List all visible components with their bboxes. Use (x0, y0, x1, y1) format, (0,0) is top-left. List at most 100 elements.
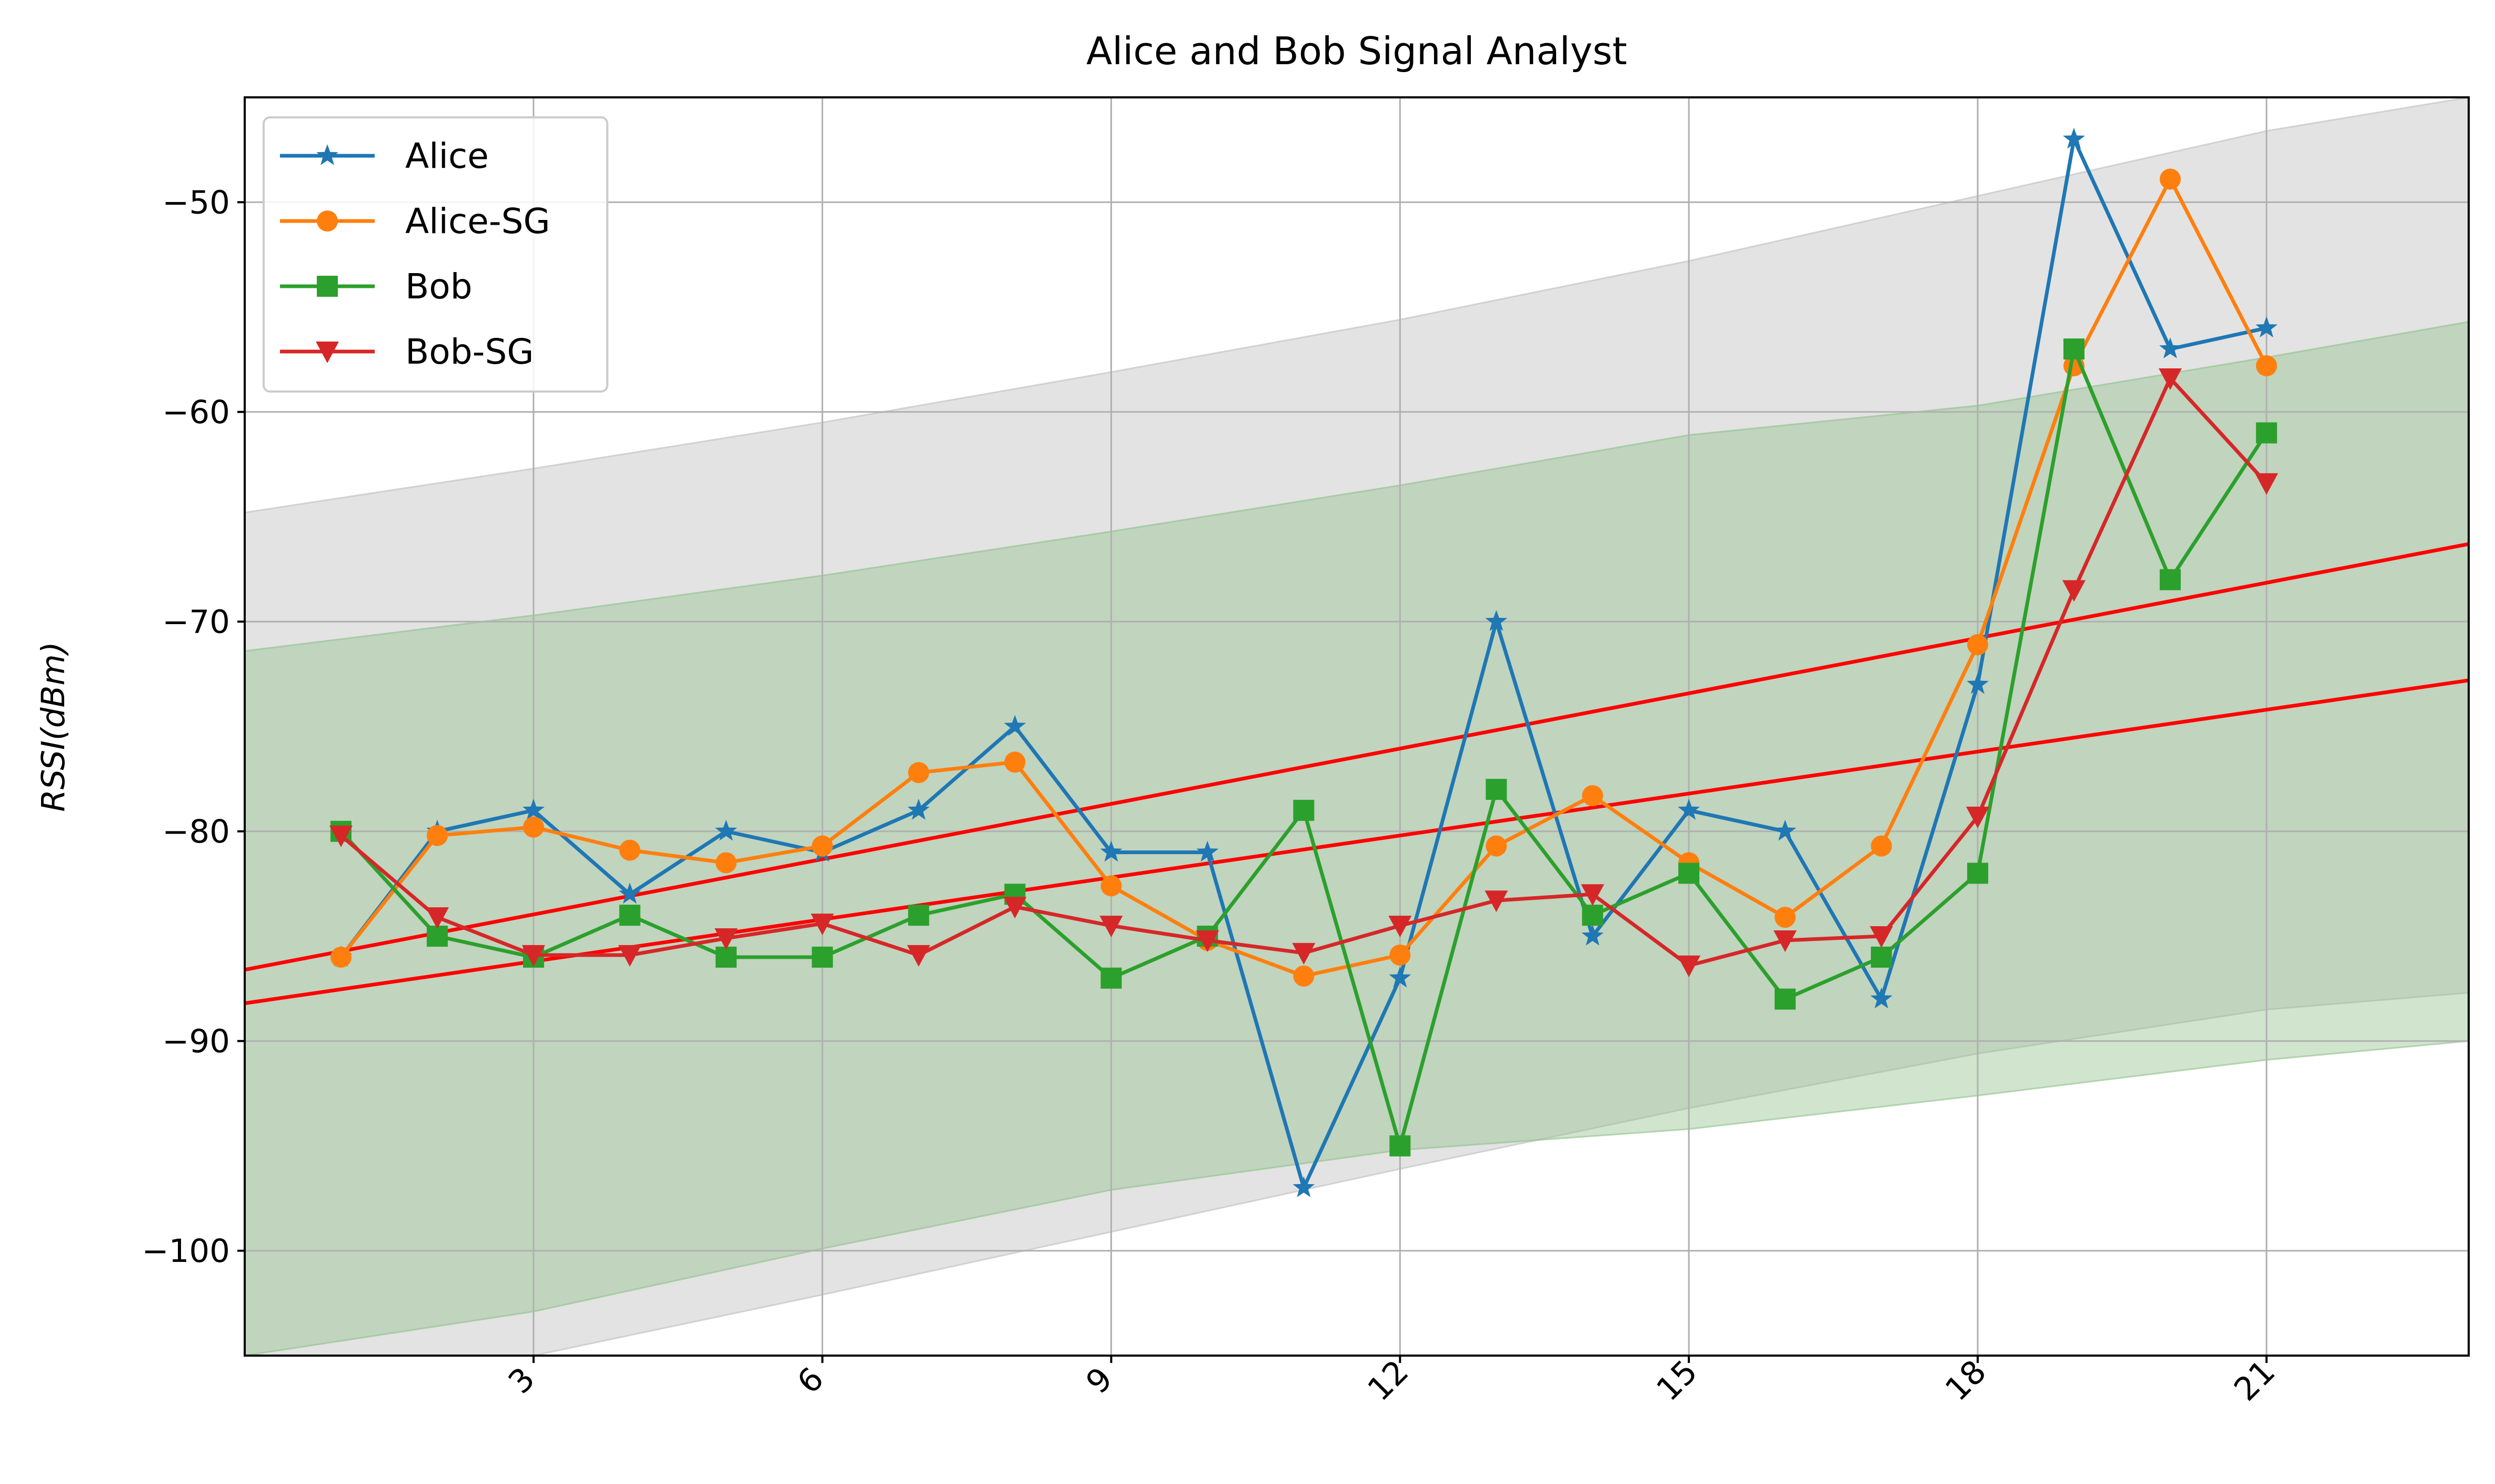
legend: Alice Alice-SG Bob Bob-SG (263, 116, 608, 393)
point-bob-sg-18 (1966, 806, 1989, 828)
point-alice-3 (522, 798, 545, 820)
point-alice-4 (618, 883, 641, 904)
data-series (329, 127, 2278, 1197)
point-bob-sg-17 (1870, 926, 1893, 948)
point-bob-12 (1389, 1135, 1411, 1157)
legend-label-bob-sg: Bob-SG (405, 332, 534, 372)
legend-marker-bob (317, 276, 338, 297)
point-bob-sg-4 (618, 945, 642, 967)
point-alice-sg-6 (811, 835, 833, 857)
point-bob-sg-13 (1485, 890, 1508, 913)
trend-line-1 (244, 542, 2469, 972)
point-alice-10 (1196, 840, 1219, 862)
legend-label-alice: Alice (405, 136, 489, 176)
point-alice-20 (2159, 337, 2181, 358)
point-bob-20 (2159, 569, 2181, 590)
point-alice-sg-4 (619, 839, 640, 861)
point-bob-19 (2063, 338, 2085, 360)
point-alice-sg-18 (1967, 634, 1988, 656)
y-tick-label-2: −80 (162, 813, 230, 850)
point-alice-16 (1774, 819, 1796, 841)
point-alice-19 (2063, 127, 2085, 149)
point-alice-15 (1678, 798, 1700, 820)
point-bob-sg-20 (2158, 368, 2182, 390)
point-alice-sg-11 (1293, 965, 1315, 987)
y-axis-ticks: −100 −90 −80 −70 −60 −50 (142, 184, 245, 1270)
point-bob-sg-21 (2254, 473, 2278, 495)
y-tick-label-1: −90 (162, 1022, 230, 1060)
legend-marker-alice-sg (317, 210, 338, 232)
point-alice-sg-3 (523, 816, 544, 838)
point-alice-11 (1292, 1176, 1315, 1197)
point-alice-21 (2255, 316, 2278, 338)
point-bob-17 (1871, 946, 1892, 968)
point-alice-sg-5 (715, 852, 737, 874)
point-alice-9 (1100, 840, 1123, 862)
point-bob-sg-14 (1581, 884, 1605, 906)
legend-label-bob: Bob (405, 266, 473, 307)
point-bob-sg-11 (1292, 942, 1316, 965)
point-bob-sg-10 (1196, 930, 1219, 952)
point-bob-11 (1293, 799, 1315, 821)
point-alice-14 (1581, 925, 1604, 946)
series-bob-sg (329, 368, 2278, 977)
point-alice-sg-13 (1486, 835, 1507, 857)
plot-frame (244, 96, 2470, 1357)
point-bob-sg-7 (907, 945, 930, 967)
point-bob-sg-5 (714, 928, 738, 950)
legend-label-alice-sg: Alice-SG (405, 201, 550, 242)
point-alice-13 (1485, 610, 1508, 631)
point-bob-2 (426, 926, 448, 947)
point-alice-8 (1004, 715, 1026, 736)
point-alice-18 (1967, 673, 1989, 694)
point-bob-4 (619, 905, 640, 926)
point-bob-14 (1582, 905, 1604, 926)
point-bob-21 (2256, 422, 2277, 444)
point-bob-7 (908, 905, 929, 926)
point-alice-sg-8 (1004, 751, 1026, 773)
point-alice-12 (1389, 966, 1411, 988)
point-bob-sg-19 (2062, 580, 2086, 602)
point-alice-7 (907, 798, 930, 820)
point-alice-sg-20 (2159, 168, 2181, 190)
point-alice-sg-12 (1389, 944, 1411, 966)
y-tick-label-3: −70 (162, 603, 230, 640)
point-bob-sg-8 (1003, 897, 1027, 919)
chart-title: Alice and Bob Signal Analyst (1086, 29, 1627, 73)
point-bob-sg-1 (329, 825, 353, 847)
point-bob-13 (1486, 779, 1507, 800)
point-bob-sg-9 (1099, 916, 1123, 938)
point-bob-sg-16 (1773, 930, 1797, 952)
trend-line-2 (244, 678, 2469, 1005)
point-alice-sg-17 (1871, 835, 1892, 857)
y-axis-title: RSSI(dBm) (35, 641, 72, 811)
point-alice-sg-16 (1775, 907, 1796, 928)
y-tick-label-0: −100 (142, 1232, 230, 1270)
point-bob-sg-6 (810, 914, 834, 936)
point-bob-sg-3 (522, 945, 545, 967)
grid-lines (245, 97, 2469, 1356)
y-tick-label-5: −50 (162, 184, 230, 221)
point-bob-5 (715, 946, 737, 968)
point-alice-sg-2 (426, 825, 448, 846)
point-alice-17 (1870, 987, 1892, 1009)
point-alice-sg-7 (908, 762, 929, 784)
series-bob (330, 338, 2277, 1157)
point-bob-sg-2 (425, 907, 449, 929)
point-bob-16 (1775, 988, 1796, 1010)
point-alice-sg-9 (1100, 875, 1122, 897)
point-alice-sg-1 (330, 946, 352, 968)
legend-box (263, 116, 608, 393)
y-tick-label-4: −60 (162, 394, 230, 431)
point-alice-sg-14 (1582, 785, 1604, 807)
point-alice-sg-21 (2256, 355, 2277, 377)
point-bob-sg-15 (1677, 955, 1701, 977)
point-bob-18 (1967, 863, 1988, 884)
point-bob-6 (811, 946, 833, 968)
point-bob-sg-12 (1388, 916, 1412, 938)
point-bob-15 (1678, 863, 1700, 884)
point-alice-5 (715, 819, 737, 841)
legend-marker-bob-sg (316, 342, 339, 363)
legend-marker-alice (316, 144, 338, 165)
